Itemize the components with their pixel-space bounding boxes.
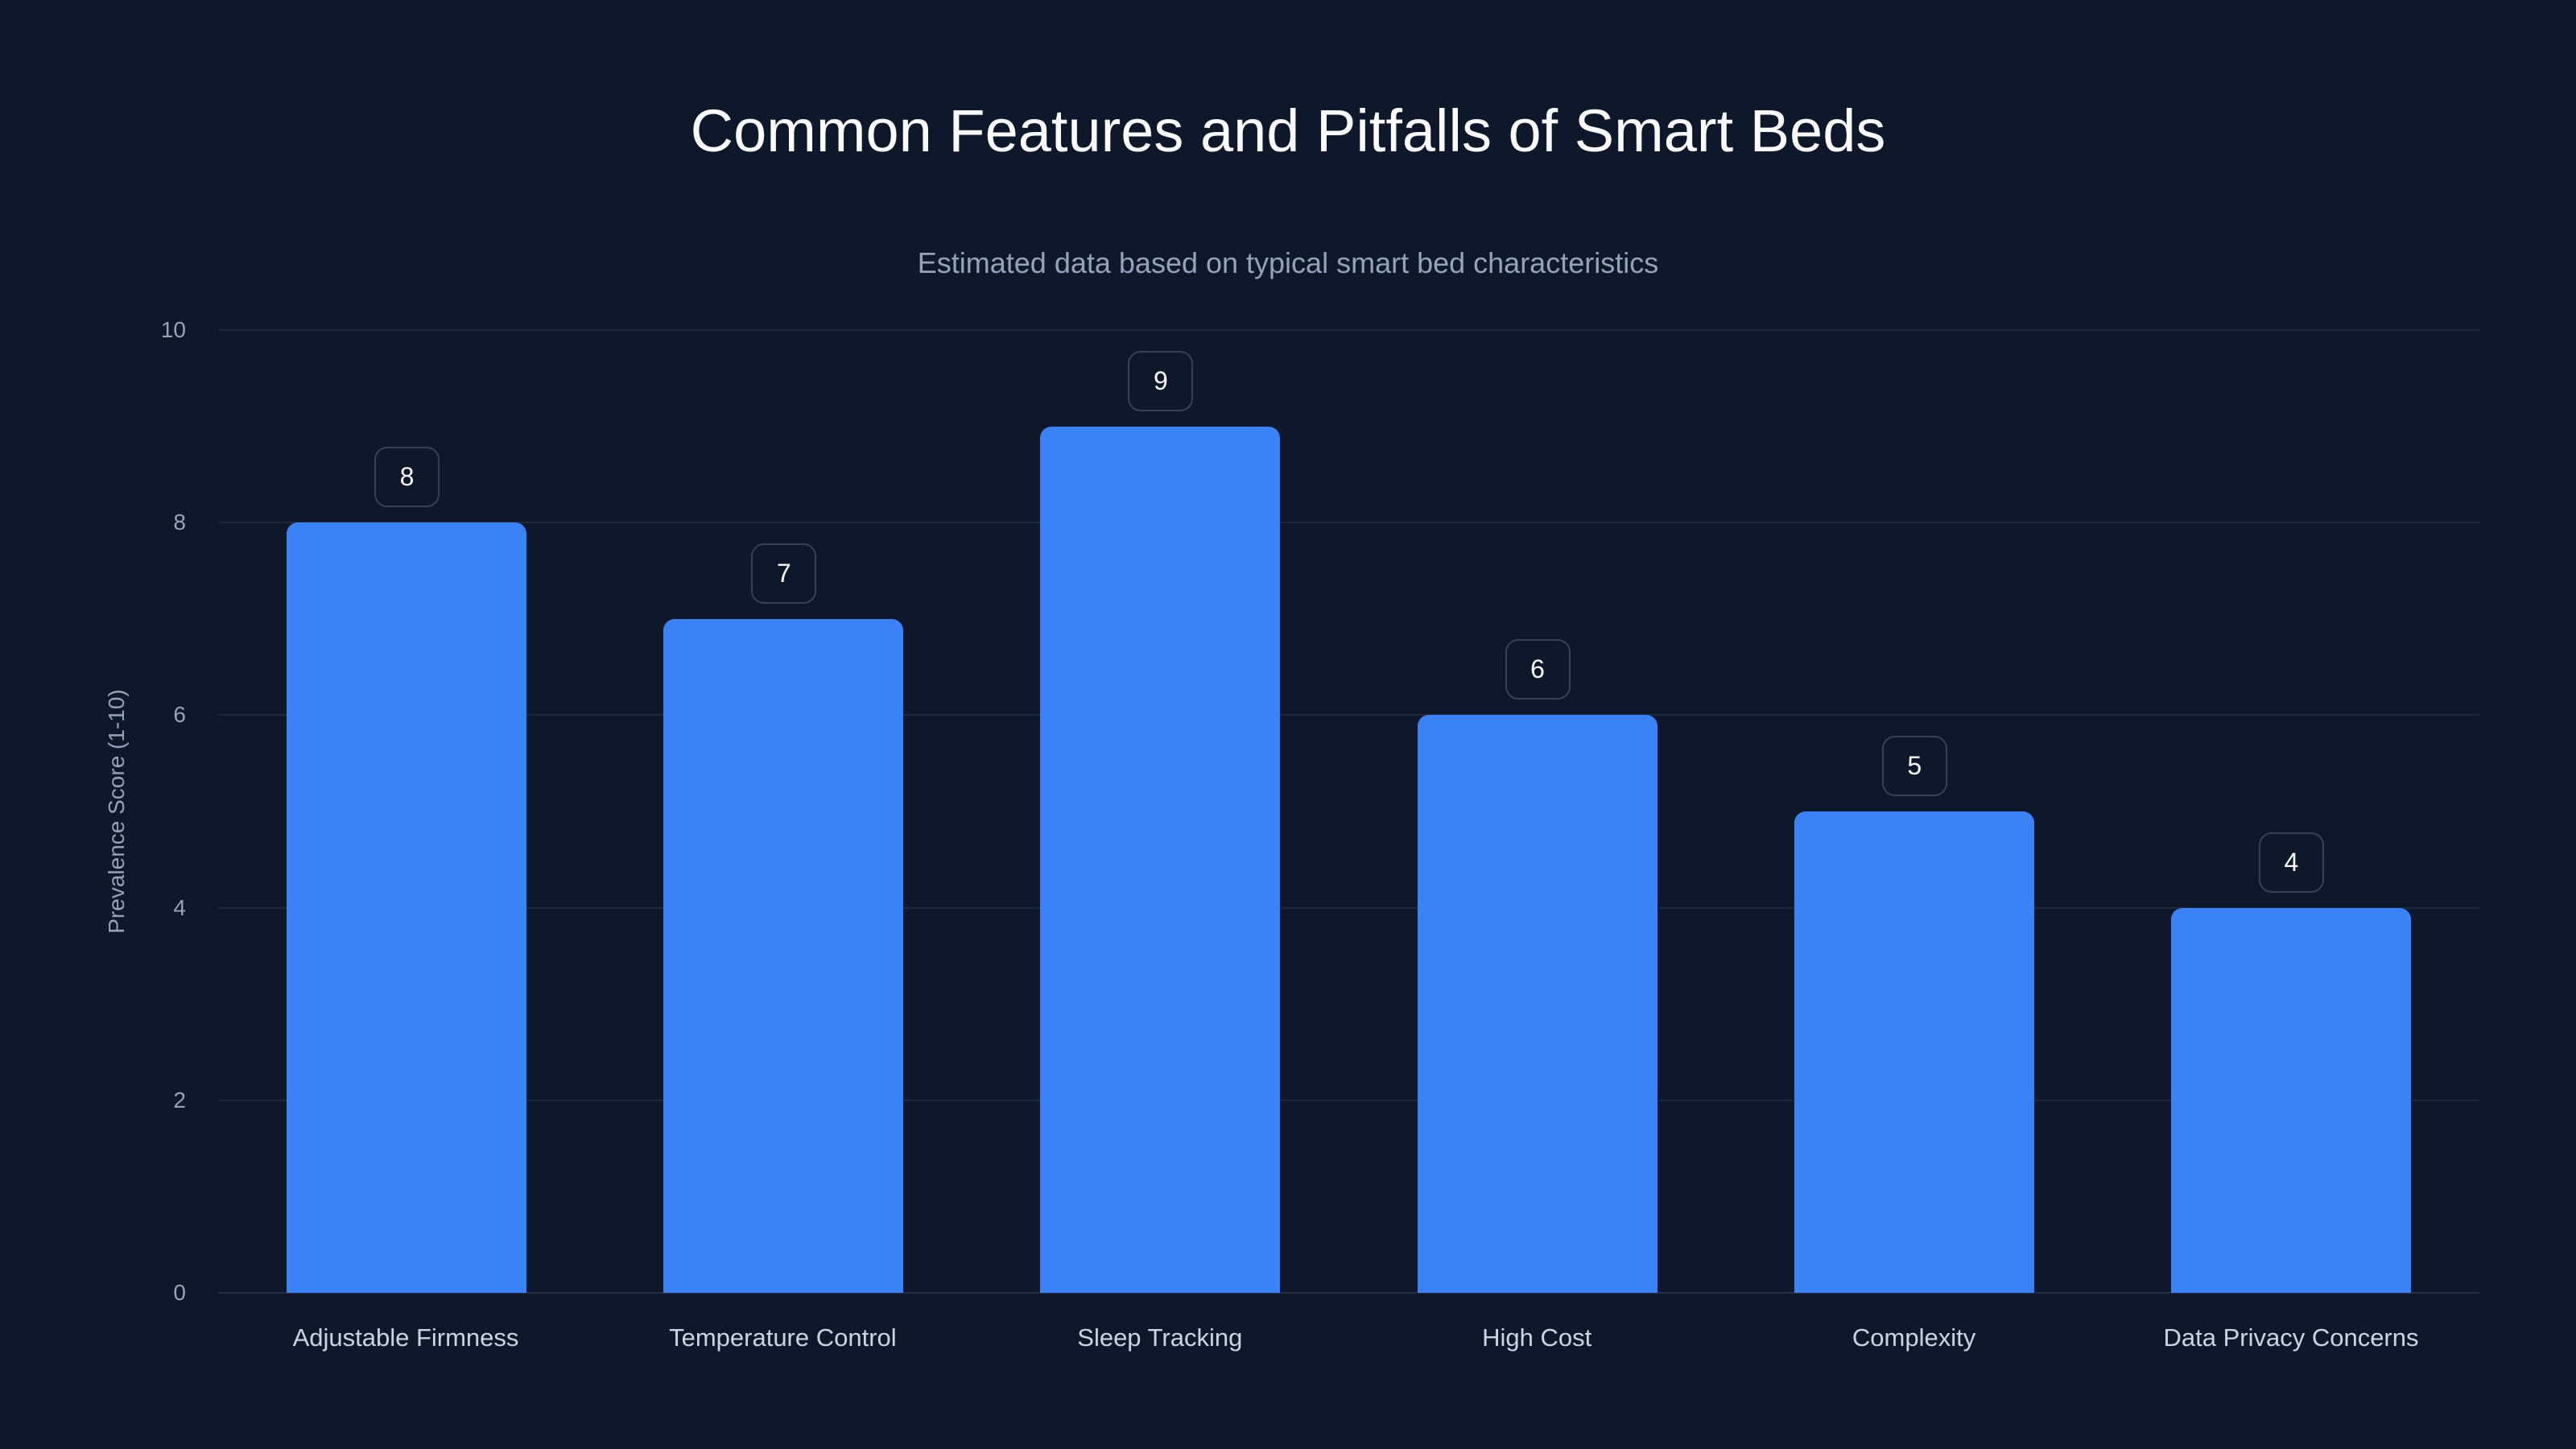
bar bbox=[1040, 426, 1281, 1293]
y-tick-6: 6 bbox=[173, 702, 186, 728]
x-tick-label: Data Privacy Concerns bbox=[2163, 1323, 2419, 1352]
chart-title: Common Features and Pitfalls of Smart Be… bbox=[690, 97, 1886, 164]
value-label: 8 bbox=[374, 447, 440, 508]
bar bbox=[1417, 715, 1657, 1293]
x-tick-label: Sleep Tracking bbox=[1077, 1323, 1243, 1352]
y-tick-10: 10 bbox=[160, 317, 186, 342]
bar bbox=[1794, 811, 2034, 1293]
y-tick-4: 4 bbox=[173, 894, 186, 920]
bar bbox=[663, 618, 904, 1293]
bar bbox=[287, 522, 527, 1293]
chart-subtitle: Estimated data based on typical smart be… bbox=[917, 246, 1659, 279]
value-label: 9 bbox=[1128, 350, 1194, 411]
bar bbox=[2170, 907, 2411, 1293]
gridline-10 bbox=[218, 329, 2479, 331]
y-tick-8: 8 bbox=[173, 510, 186, 535]
value-label: 7 bbox=[751, 543, 817, 604]
value-label: 4 bbox=[2258, 832, 2324, 893]
gridline-2 bbox=[218, 1099, 2479, 1101]
value-label: 6 bbox=[1505, 639, 1571, 700]
y-tick-0: 0 bbox=[173, 1280, 186, 1305]
x-tick-label: Temperature Control bbox=[669, 1323, 897, 1352]
y-tick-2: 2 bbox=[173, 1087, 186, 1113]
gridline-4 bbox=[218, 906, 2479, 909]
gridline-6 bbox=[218, 714, 2479, 716]
x-tick-label: Adjustable Firmness bbox=[292, 1323, 519, 1352]
x-axis-baseline bbox=[218, 1292, 2479, 1294]
value-label: 5 bbox=[1881, 736, 1947, 796]
x-tick-label: High Cost bbox=[1482, 1323, 1592, 1352]
y-axis-label: Prevalence Score (1-10) bbox=[104, 689, 129, 934]
x-tick-label: Complexity bbox=[1852, 1323, 1976, 1352]
gridline-8 bbox=[218, 522, 2479, 524]
